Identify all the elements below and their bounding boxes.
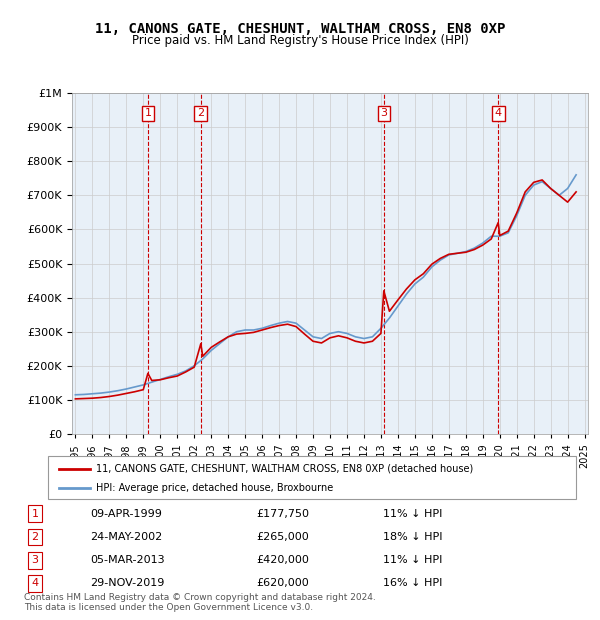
Text: 1: 1	[145, 108, 151, 118]
Text: 4: 4	[31, 578, 38, 588]
Text: 1: 1	[32, 509, 38, 519]
Text: Price paid vs. HM Land Registry's House Price Index (HPI): Price paid vs. HM Land Registry's House …	[131, 34, 469, 47]
Text: 11% ↓ HPI: 11% ↓ HPI	[383, 555, 442, 565]
Text: 11, CANONS GATE, CHESHUNT, WALTHAM CROSS, EN8 0XP (detached house): 11, CANONS GATE, CHESHUNT, WALTHAM CROSS…	[95, 464, 473, 474]
FancyBboxPatch shape	[48, 456, 576, 499]
Text: 2: 2	[31, 532, 38, 542]
Text: 4: 4	[494, 108, 502, 118]
Text: 05-MAR-2013: 05-MAR-2013	[90, 555, 165, 565]
Text: £420,000: £420,000	[256, 555, 309, 565]
Text: 3: 3	[32, 555, 38, 565]
Text: 18% ↓ HPI: 18% ↓ HPI	[383, 532, 442, 542]
Text: 29-NOV-2019: 29-NOV-2019	[90, 578, 164, 588]
Text: £177,750: £177,750	[256, 509, 309, 519]
Text: 09-APR-1999: 09-APR-1999	[90, 509, 162, 519]
Text: 3: 3	[380, 108, 388, 118]
Text: £620,000: £620,000	[256, 578, 308, 588]
Text: 11, CANONS GATE, CHESHUNT, WALTHAM CROSS, EN8 0XP: 11, CANONS GATE, CHESHUNT, WALTHAM CROSS…	[95, 22, 505, 36]
Text: 16% ↓ HPI: 16% ↓ HPI	[383, 578, 442, 588]
Text: 2: 2	[197, 108, 205, 118]
Text: 24-MAY-2002: 24-MAY-2002	[90, 532, 163, 542]
Text: £265,000: £265,000	[256, 532, 308, 542]
Text: HPI: Average price, detached house, Broxbourne: HPI: Average price, detached house, Brox…	[95, 483, 333, 494]
Text: 11% ↓ HPI: 11% ↓ HPI	[383, 509, 442, 519]
Text: Contains HM Land Registry data © Crown copyright and database right 2024.
This d: Contains HM Land Registry data © Crown c…	[24, 593, 376, 612]
